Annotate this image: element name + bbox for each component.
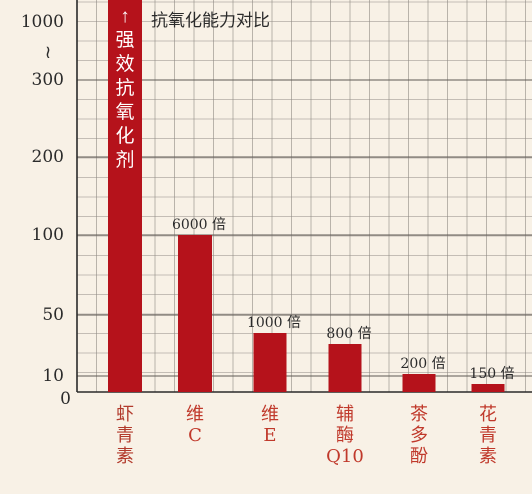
bar <box>328 344 362 392</box>
category-label: 花 <box>479 404 497 425</box>
category-label: 素 <box>116 446 134 467</box>
bar <box>471 384 505 392</box>
data-label: 800 倍 <box>326 326 371 342</box>
data-label: 6000 倍 <box>172 217 226 233</box>
bar-inline-label: 氧 <box>115 101 134 123</box>
bar <box>108 0 142 392</box>
bar <box>402 374 436 392</box>
bar-inline-label: 抗 <box>115 77 134 99</box>
y-tick-label: 10 <box>42 366 64 386</box>
bar-inline-label: 强 <box>115 30 134 51</box>
y-tick-label: 300 <box>32 70 64 90</box>
y-tick-label: 0 <box>60 389 71 409</box>
category-label: 茶 <box>410 404 428 425</box>
y-axis-break-mark: ≀ <box>45 42 52 63</box>
bar-inline-label: 剂 <box>115 149 134 171</box>
data-label: 200 倍 <box>400 356 445 372</box>
category-label: 多 <box>410 425 428 446</box>
category-label: 素 <box>479 446 497 467</box>
bar-inline-label: ↑ <box>120 6 130 27</box>
category-label: Q10 <box>326 446 364 467</box>
category-label: 维 <box>261 404 279 425</box>
category-label: 酶 <box>336 425 354 446</box>
category-label: 辅 <box>336 404 354 425</box>
category-label: 青 <box>479 425 497 446</box>
y-tick-label: 50 <box>42 305 64 325</box>
y-tick-label: 200 <box>32 147 64 167</box>
data-label: 150 倍 <box>469 366 514 382</box>
category-label: E <box>263 425 276 446</box>
bar-inline-label: 化 <box>115 125 134 147</box>
bar <box>178 235 212 392</box>
bar <box>253 333 287 392</box>
category-label: C <box>188 425 202 446</box>
y-tick-label: 100 <box>32 225 64 245</box>
category-label: 虾 <box>116 404 134 425</box>
category-label: 维 <box>186 404 204 425</box>
category-label: 酚 <box>410 446 428 467</box>
data-label: 1000 倍 <box>247 315 301 331</box>
bar-inline-label: 效 <box>115 53 134 75</box>
chart-title: 抗氧化能力对比 <box>151 11 270 30</box>
y-tick-label: 1000 <box>21 12 64 32</box>
category-label: 青 <box>116 425 134 446</box>
